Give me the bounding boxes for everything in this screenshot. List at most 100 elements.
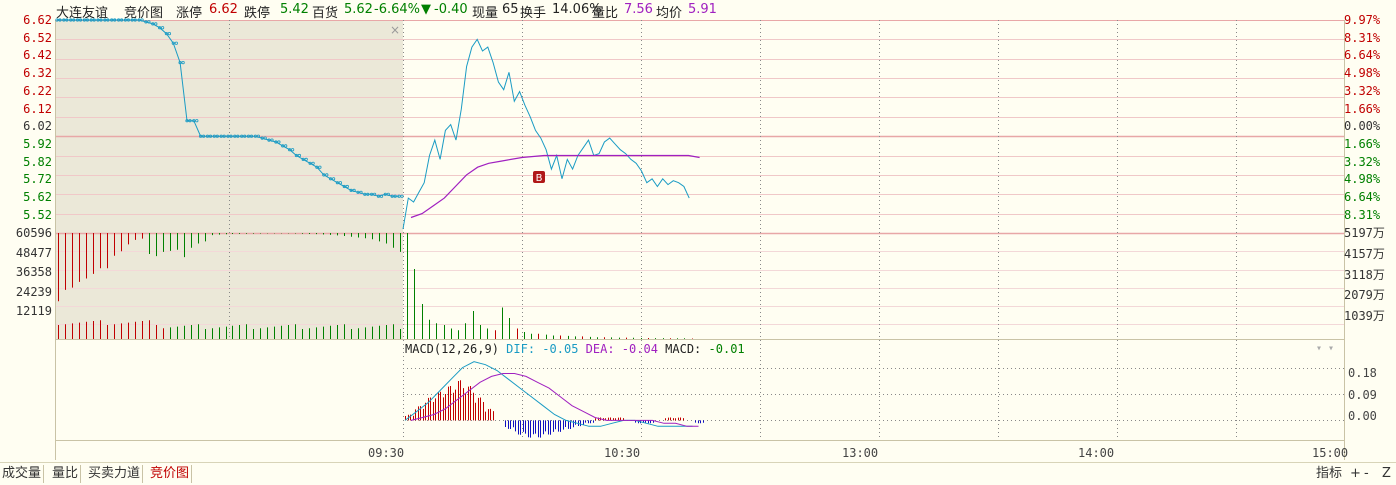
macd-axis-3: 0.00 [1348,409,1377,423]
auction-price-point [181,60,185,65]
indicator-button[interactable]: 指标 [1316,466,1343,481]
price-axis-label: 6.32 [23,66,52,81]
price-axis-label: 6.52 [23,30,52,45]
time-label-1400: 14:00 [1078,446,1115,460]
tab-volume[interactable]: 成交量 [0,465,45,483]
time-label-1030: 10:30 [604,446,641,460]
auction-price-point [226,134,230,138]
volume-axis-label-right: 1039万 [1344,309,1385,324]
macd-value-label: MACD: [665,342,702,356]
auction-price-point [85,18,90,22]
down-arrow-icon: ▼ [421,2,431,17]
auction-price-point [308,161,312,165]
auction-price-point [270,138,274,142]
auction-price-point [246,134,251,138]
auction-price-point [386,192,390,196]
volume-axis-label-right: 4157万 [1344,246,1385,261]
auction-price-point [151,22,155,26]
auction-price-point [195,119,199,123]
percent-axis-label: 6.64% [1344,48,1381,63]
auction-price-point [277,140,281,144]
tab-buy-sell-force[interactable]: 买卖力道 [86,465,144,483]
stock-name[interactable]: 大连友谊 [56,6,109,21]
auction-price-point [304,157,308,161]
percent-axis-label: 1.66% [1344,101,1381,116]
auction-price-point [137,18,141,22]
auction-price-point [311,161,315,165]
auction-price-point [106,18,110,22]
auction-price-point [393,194,397,198]
right-axis: 9.97% 8.31% 6.64% 4.98% 3.32% 1.66% 0.00% 1.66%… [1344,0,1396,460]
auction-price-point [174,41,178,45]
auction-price-point [229,134,233,138]
auction-price-dots [55,18,404,198]
volume-bars [58,233,693,339]
percent-axis-label: 8.31% [1344,30,1381,45]
auction-price-point [110,18,114,22]
buy-marker-text: B [536,173,543,184]
price-axis-label: 5.82 [23,154,52,169]
limit-down-value: 5.42 [280,2,309,17]
auction-price-point [103,18,107,22]
auction-price-point [315,165,319,169]
auction-price-point [171,41,175,45]
auction-price-point [78,18,83,22]
auction-price-point [133,18,137,22]
price-axis-label: 6.02 [23,119,52,134]
limit-up-value: 6.62 [209,2,238,17]
percent-axis-label: 3.32% [1344,83,1381,98]
macd-axis-1: 0.18 [1348,366,1377,380]
macd-histogram [405,380,704,438]
auction-price-point [240,134,244,138]
auction-price-point [290,148,295,152]
turnover-label: 换手 [520,6,547,21]
auction-price-point [400,194,404,198]
macd-title[interactable]: MACD(12,26,9) [405,342,499,356]
panel-controls-icon[interactable]: ▾ ▾ [1316,343,1335,354]
z-button[interactable]: Z [1382,466,1391,481]
auction-price-point [188,119,192,123]
price-axis-label: 5.72 [23,172,52,187]
price-axis-label: 5.52 [23,207,52,222]
percent-axis-label: 6.64% [1344,190,1381,204]
volume-axis-label-right: 5197万 [1344,226,1385,240]
sector-label: 百货 [312,6,339,21]
price-axis-label: 6.62 [23,13,52,27]
volume-ratio-value: 7.56 [624,2,653,17]
auction-price-point [154,22,158,26]
auction-price-point [322,173,326,177]
turnover-value: 14.06% [552,2,602,17]
intraday-chart[interactable]: B × [0,0,1396,460]
auction-price-point [390,194,394,198]
price-line [402,38,690,230]
tab-volume-ratio[interactable]: 量比 [50,465,82,483]
auction-price-point [281,144,285,148]
volume-value: 65 [502,2,519,17]
auction-price-point [99,18,103,22]
percent-axis-label: 0.00% [1344,119,1381,134]
volume-ratio-label: 量比 [592,6,619,21]
auction-price-point [260,136,264,140]
average-price-line [410,154,700,219]
zoom-out-button[interactable]: - [1364,466,1369,481]
dif-value: -0.05 [542,342,579,356]
auction-price-point [331,177,336,181]
close-icon[interactable]: × [390,23,400,37]
dif-label: DIF: [506,342,536,356]
zoom-in-button[interactable]: + [1350,466,1361,481]
auction-price-point [178,60,182,65]
tab-auction-chart[interactable]: 竞价图 [148,465,193,483]
buy-marker[interactable]: B [533,171,545,184]
price-axis-label: 5.62 [23,190,52,204]
auction-price-point [92,18,96,22]
auction-price-point [185,119,189,123]
auction-price-point [199,134,203,138]
auction-price-point [267,138,271,142]
percent-axis-label: 1.66% [1344,136,1381,151]
auction-price-point [212,134,216,138]
auction-price-point [96,18,100,22]
macd-dea-line [410,373,699,427]
percent-axis-label: 4.98% [1344,172,1381,187]
left-axis: 6.62 6.52 6.42 6.32 6.22 6.12 6.02 5.92 5.82 5.72… [0,0,52,460]
auction-price-point [338,181,342,185]
